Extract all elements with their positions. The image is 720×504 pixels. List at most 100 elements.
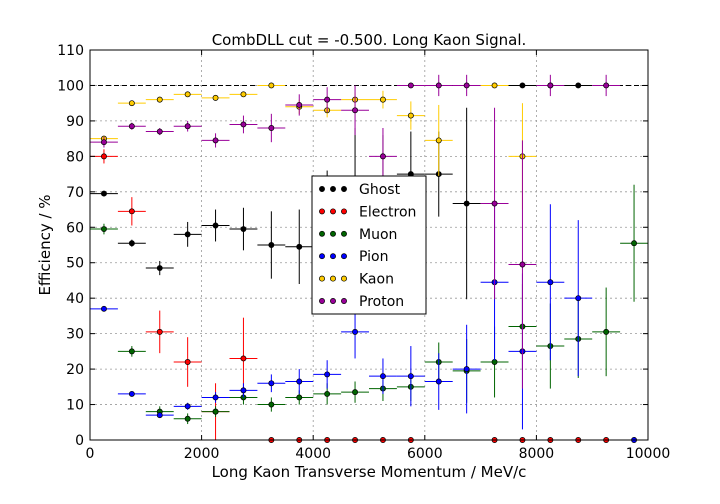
data-point: [156, 96, 163, 103]
x-tick-label: 6000: [407, 446, 443, 462]
data-point: [184, 359, 191, 365]
legend-item-kaon: Kaon: [319, 272, 394, 288]
data-point: [156, 265, 163, 271]
data-point: [184, 403, 191, 410]
data-point: [100, 305, 107, 312]
data-point: [296, 378, 303, 385]
series-proton: [90, 74, 621, 389]
legend-marker: [330, 253, 336, 260]
data-point: [156, 128, 163, 135]
y-tick-label: 0: [75, 433, 84, 449]
data-point: [268, 82, 275, 89]
data-point: [268, 125, 275, 131]
legend-box: [311, 175, 427, 315]
y-tick-label: 70: [66, 185, 84, 201]
legend-label: Electron: [359, 204, 416, 220]
legend-marker: [319, 253, 325, 260]
data-point: [575, 82, 582, 89]
y-tick-label: 30: [66, 327, 84, 343]
data-point: [407, 112, 414, 119]
legend-item-electron: Electron: [319, 204, 416, 220]
data-point: [128, 390, 135, 397]
data-point: [212, 222, 219, 229]
y-tick-label: 40: [66, 291, 84, 307]
data-point: [603, 328, 610, 335]
y-tick-label: 10: [66, 398, 84, 414]
data-point: [184, 415, 191, 422]
data-point: [212, 137, 219, 144]
data-point: [128, 123, 135, 130]
data-point: [240, 91, 247, 98]
y-tick-label: 110: [57, 43, 84, 59]
data-point: [240, 387, 247, 394]
data-point: [324, 371, 331, 378]
x-tick-label: 4000: [295, 446, 331, 462]
data-point: [128, 348, 135, 355]
data-point: [631, 240, 638, 247]
data-point: [491, 200, 498, 207]
data-point: [128, 100, 135, 107]
data-point: [324, 96, 331, 103]
y-tick-label: 50: [66, 256, 84, 272]
legend-label: Ghost: [359, 182, 401, 198]
data-point: [352, 389, 358, 396]
legend-marker: [330, 208, 336, 215]
data-point: [100, 190, 107, 197]
x-tick-label: 10000: [626, 446, 671, 462]
data-point: [463, 366, 470, 373]
data-point: [463, 82, 470, 89]
data-point: [435, 82, 442, 89]
legend-label: Proton: [359, 294, 404, 310]
data-point: [184, 231, 191, 238]
y-tick-label: 100: [57, 78, 84, 94]
data-point: [100, 226, 107, 232]
legend-item-muon: Muon: [319, 227, 397, 243]
plot-frame: [89, 49, 649, 441]
data-point: [380, 96, 386, 103]
data-point: [435, 378, 442, 385]
legend-label: Muon: [359, 227, 397, 243]
data-point: [156, 328, 163, 335]
data-point: [268, 380, 275, 387]
data-point: [240, 121, 247, 128]
data-point: [407, 373, 414, 380]
y-tick-label: 80: [66, 149, 84, 165]
series-ghost: [90, 82, 593, 300]
legend-marker: [341, 230, 347, 237]
ticks: 0 2000 4000 6000 8000 10000 0 10 20 30 40 50 60 70 80 9…: [57, 43, 670, 462]
legend-item-pion: Pion: [319, 249, 388, 265]
legend-marker: [341, 208, 347, 215]
data-point: [212, 394, 219, 401]
legend: Ghost Electron Muon Pion Kaon Proton: [311, 175, 427, 315]
data-point: [380, 153, 386, 160]
data-point: [603, 82, 610, 89]
data-point: [547, 279, 554, 286]
data-point: [519, 261, 526, 268]
legend-label: Kaon: [359, 272, 394, 288]
data-point: [575, 295, 582, 302]
data-point: [547, 82, 554, 89]
data-point: [352, 328, 358, 335]
data-point: [212, 408, 219, 415]
legend-marker: [341, 275, 347, 282]
y-tick-label: 60: [66, 220, 84, 236]
legend-marker: [319, 186, 325, 192]
data-point: [296, 394, 303, 401]
x-tick-label: 0: [86, 446, 95, 462]
data-point: [519, 82, 526, 89]
legend-marker: [341, 253, 347, 260]
chart-title: CombDLL cut = -0.500. Long Kaon Signal.: [212, 31, 527, 49]
data-point: [463, 200, 470, 207]
data-point: [128, 208, 135, 215]
y-tick-label: 20: [66, 362, 84, 378]
x-tick-label: 8000: [519, 446, 555, 462]
data-point: [407, 82, 414, 89]
data-point: [100, 153, 107, 160]
legend-marker: [341, 186, 347, 192]
legend-item-proton: Proton: [319, 294, 404, 310]
data-point: [268, 242, 275, 248]
x-tick-label: 2000: [184, 446, 220, 462]
data-point: [240, 355, 247, 362]
data-point: [380, 373, 386, 380]
